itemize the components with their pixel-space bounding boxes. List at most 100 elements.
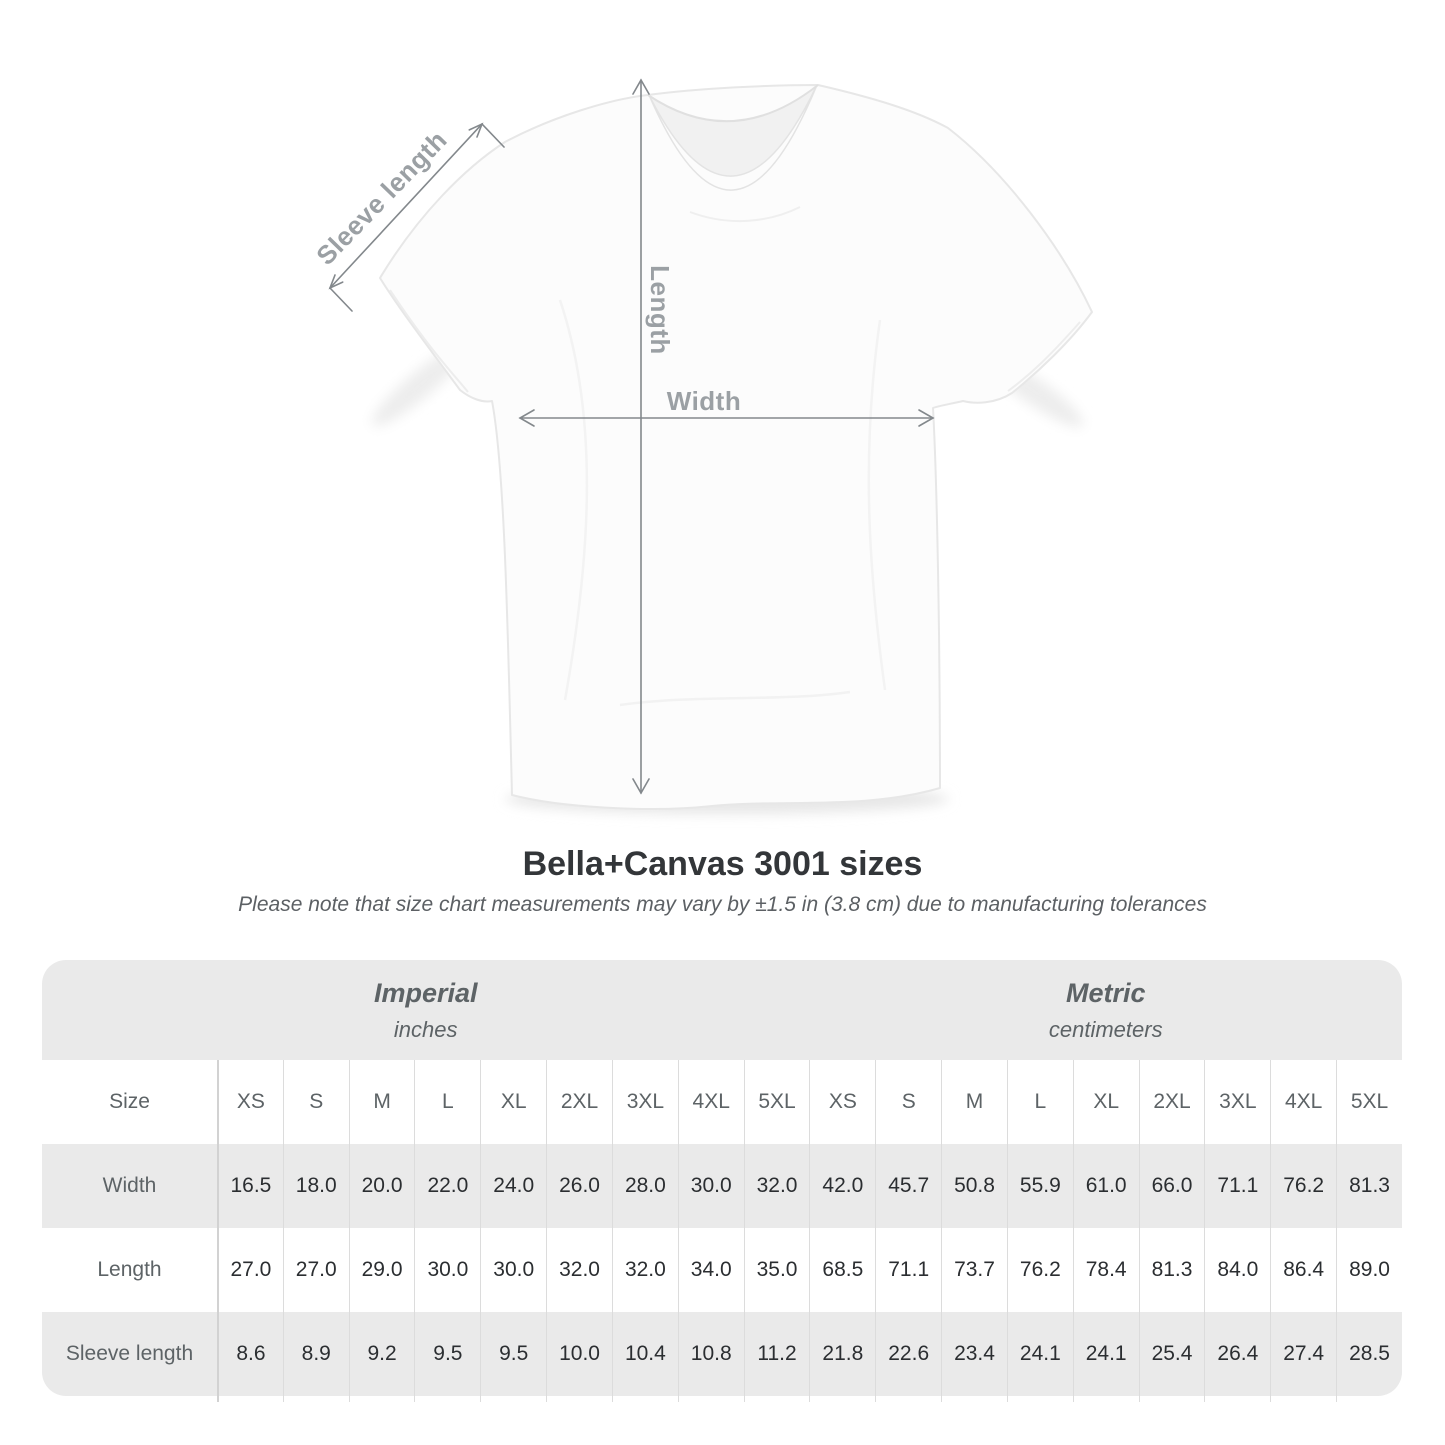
imperial-unit-label: inches	[393, 1016, 458, 1042]
length-cell: 27.0	[282, 1228, 349, 1312]
tshirt-measurement-diagram: Sleeve length Length Width	[310, 78, 1093, 814]
tshirt-body	[379, 84, 1093, 810]
length-arrow	[632, 78, 650, 795]
sleeve-length-cell: 26.4	[1204, 1312, 1271, 1396]
width-cell: 66.0	[1138, 1144, 1205, 1228]
sleeve-length-cell: 22.6	[875, 1312, 942, 1396]
sleeve-length-arrow	[328, 122, 505, 312]
separator-overhang-cell	[611, 1396, 678, 1402]
sleeve-length-cell: 8.9	[282, 1312, 349, 1396]
width-cell: 42.0	[809, 1144, 876, 1228]
size-column-header: XL	[480, 1060, 547, 1144]
length-cell: 73.7	[941, 1228, 1007, 1312]
size-column-header: M	[348, 1060, 415, 1144]
separator-overhang-row	[42, 1396, 1402, 1402]
size-column-header: 5XL	[1336, 1060, 1402, 1144]
length-cell: 78.4	[1072, 1228, 1139, 1312]
length-cell: 27.0	[217, 1228, 283, 1312]
width-cell: 16.5	[217, 1144, 283, 1228]
length-cell: 81.3	[1138, 1228, 1205, 1312]
size-column-header: XS	[809, 1060, 876, 1144]
sleeve-length-cell: 28.5	[1336, 1312, 1402, 1396]
length-cell: 29.0	[348, 1228, 415, 1312]
width-cell: 32.0	[743, 1144, 810, 1228]
width-cell: 71.1	[1204, 1144, 1271, 1228]
separator-overhang-cell	[1138, 1396, 1205, 1402]
tolerance-note: Please note that size chart measurements…	[238, 893, 1207, 916]
separator-overhang-cell	[743, 1396, 810, 1402]
width-cell: 24.0	[480, 1144, 547, 1228]
size-column-header: 3XL	[1204, 1060, 1271, 1144]
sleeve-length-cell: 9.2	[348, 1312, 415, 1396]
sleeve-length-cell: 10.8	[677, 1312, 744, 1396]
width-cell: 22.0	[414, 1144, 481, 1228]
sleeve-length-cell: 23.4	[941, 1312, 1007, 1396]
sleeve-length-cell: 25.4	[1138, 1312, 1205, 1396]
separator-overhang-cell	[1336, 1396, 1402, 1402]
sleeve-length-cell: 11.2	[743, 1312, 810, 1396]
separator-overhang-cell	[546, 1396, 612, 1402]
length-cell: 30.0	[480, 1228, 547, 1312]
size-column-header: 2XL	[546, 1060, 612, 1144]
width-cell: 18.0	[282, 1144, 349, 1228]
width-cell: 81.3	[1336, 1144, 1402, 1228]
length-cell: 32.0	[611, 1228, 678, 1312]
size-column-header: 4XL	[677, 1060, 744, 1144]
length-cell: 71.1	[875, 1228, 942, 1312]
length-cell: 86.4	[1270, 1228, 1337, 1312]
width-cell: 20.0	[348, 1144, 415, 1228]
metric-header: Metric centimeters	[809, 960, 1402, 1060]
length-row-label: Length	[42, 1228, 217, 1312]
tshirt-collar	[647, 84, 819, 191]
imperial-label: Imperial	[373, 977, 478, 1008]
width-cell: 61.0	[1072, 1144, 1139, 1228]
page-title: Bella+Canvas 3001 sizes	[522, 845, 923, 883]
sleeve-length-cell: 21.8	[809, 1312, 876, 1396]
unit-group-header-row: Imperial inches Metric centimeters	[42, 960, 1402, 1060]
sleeve-length-cell: 24.1	[1006, 1312, 1073, 1396]
size-column-header: XL	[1072, 1060, 1139, 1144]
size-header-row: Size XS S M L XL 2XL 3XL 4XL 5XL XS S M L XL 2XL 3XL 4XL…	[42, 1060, 1402, 1144]
separator-overhang-cell	[1270, 1396, 1336, 1402]
sleeve-length-cell: 27.4	[1270, 1312, 1337, 1396]
width-arrow	[518, 409, 935, 427]
size-column-header: S	[282, 1060, 349, 1144]
size-column-header: 5XL	[743, 1060, 810, 1144]
size-row-label: Size	[42, 1060, 217, 1144]
width-cell: 28.0	[611, 1144, 678, 1228]
length-row: Length 27.0 27.0 29.0 30.0 30.0 32.0 32.0 34.0 3…	[42, 1228, 1402, 1312]
length-cell: 32.0	[546, 1228, 612, 1312]
sleeve-length-row: Sleeve length 8.6 8.9 9.2 9.5 9.5 10.0 10.4 10.…	[42, 1312, 1402, 1396]
separator-overhang-cell	[217, 1396, 283, 1402]
separator-overhang-cell	[414, 1396, 480, 1402]
sleeve-length-cell: 10.4	[611, 1312, 678, 1396]
sleeve-length-cell: 10.0	[546, 1312, 612, 1396]
length-cell: 34.0	[677, 1228, 744, 1312]
size-column-header: 2XL	[1138, 1060, 1205, 1144]
sleeve-length-cell: 8.6	[217, 1312, 283, 1396]
sleeve-length-cell: 24.1	[1072, 1312, 1139, 1396]
width-cell: 45.7	[875, 1144, 942, 1228]
separator-overhang-cell	[677, 1396, 744, 1402]
length-cell: 89.0	[1336, 1228, 1402, 1312]
width-cell: 30.0	[677, 1144, 744, 1228]
sleeve-length-cell: 9.5	[414, 1312, 481, 1396]
width-row: Width 16.5 18.0 20.0 22.0 24.0 26.0 28.0 30.0 32…	[42, 1144, 1402, 1228]
separator-overhang-cell	[875, 1396, 941, 1402]
imperial-header: Imperial inches	[42, 960, 810, 1060]
metric-unit-label: centimeters	[1048, 1016, 1163, 1042]
sleeve-length-row-label: Sleeve length	[42, 1312, 217, 1396]
size-column-header: M	[941, 1060, 1007, 1144]
separator-overhang-cell	[282, 1396, 349, 1402]
width-cell: 76.2	[1270, 1144, 1337, 1228]
length-cell: 68.5	[809, 1228, 876, 1312]
length-cell: 84.0	[1204, 1228, 1271, 1312]
size-column-header: L	[1006, 1060, 1073, 1144]
size-column-header: S	[875, 1060, 942, 1144]
width-label: Width	[667, 386, 741, 416]
length-cell: 76.2	[1006, 1228, 1073, 1312]
separator-overhang-cell	[348, 1396, 415, 1402]
size-chart-table: Imperial inches Metric centimeters Size …	[42, 960, 1402, 1402]
separator-overhang-cell	[941, 1396, 1007, 1402]
size-column-header: XS	[217, 1060, 283, 1144]
